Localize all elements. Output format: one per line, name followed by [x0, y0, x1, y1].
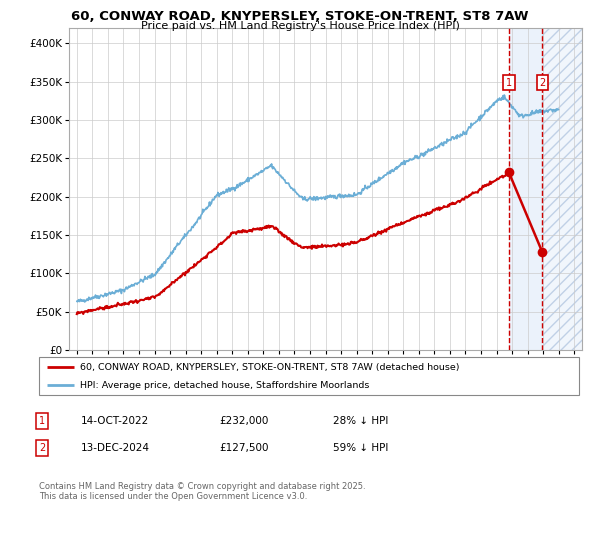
Text: £232,000: £232,000	[219, 416, 268, 426]
Text: 60, CONWAY ROAD, KNYPERSLEY, STOKE-ON-TRENT, ST8 7AW: 60, CONWAY ROAD, KNYPERSLEY, STOKE-ON-TR…	[71, 10, 529, 23]
Bar	[542, 28, 582, 350]
Text: 1: 1	[39, 416, 45, 426]
Text: 2: 2	[39, 443, 45, 453]
Text: Price paid vs. HM Land Registry's House Price Index (HPI): Price paid vs. HM Land Registry's House …	[140, 21, 460, 31]
Text: 60, CONWAY ROAD, KNYPERSLEY, STOKE-ON-TRENT, ST8 7AW (detached house): 60, CONWAY ROAD, KNYPERSLEY, STOKE-ON-TR…	[79, 362, 459, 371]
Text: 14-OCT-2022: 14-OCT-2022	[81, 416, 149, 426]
Text: 13-DEC-2024: 13-DEC-2024	[81, 443, 150, 453]
Text: 1: 1	[506, 78, 512, 88]
Text: HPI: Average price, detached house, Staffordshire Moorlands: HPI: Average price, detached house, Staf…	[79, 381, 369, 390]
FancyBboxPatch shape	[39, 357, 579, 395]
Text: 59% ↓ HPI: 59% ↓ HPI	[333, 443, 388, 453]
Text: 28% ↓ HPI: 28% ↓ HPI	[333, 416, 388, 426]
Text: £127,500: £127,500	[219, 443, 269, 453]
Text: 2: 2	[539, 78, 545, 88]
Bar	[509, 28, 542, 350]
Text: Contains HM Land Registry data © Crown copyright and database right 2025.
This d: Contains HM Land Registry data © Crown c…	[39, 482, 365, 501]
